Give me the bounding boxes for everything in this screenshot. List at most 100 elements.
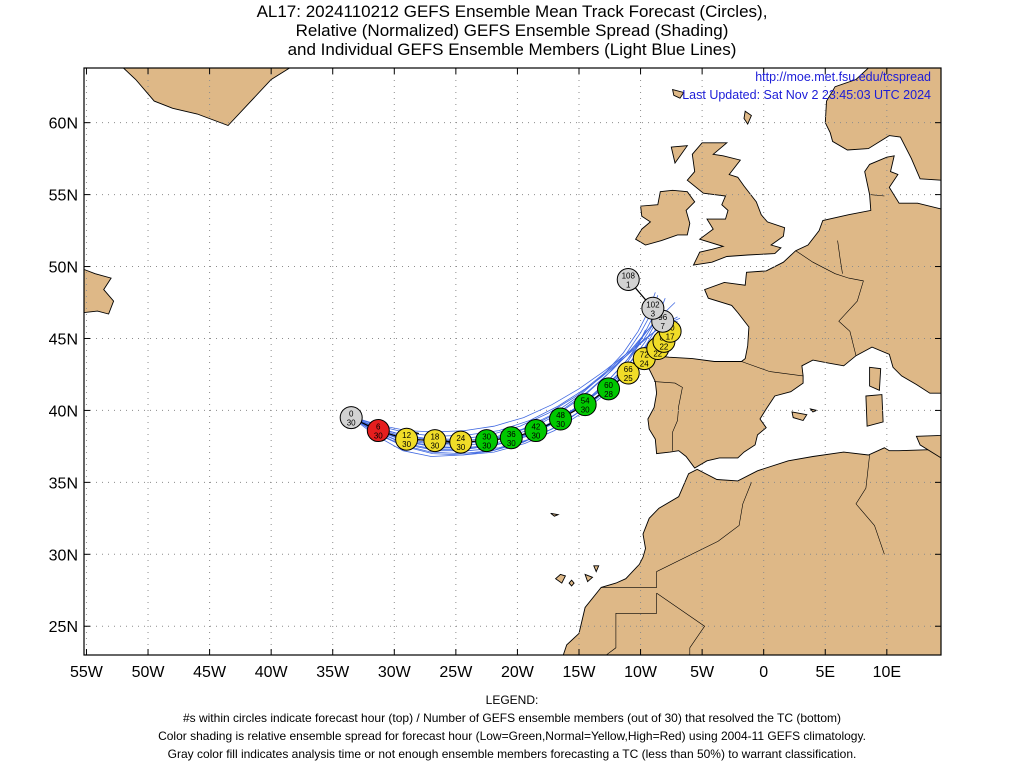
member-count-label: 28 — [604, 390, 613, 399]
forecast-hour-label: 48 — [556, 411, 565, 420]
land-iberia — [646, 155, 941, 469]
graticule — [84, 68, 941, 655]
latitude-label: 60N — [49, 116, 78, 133]
member-count-label: 30 — [402, 440, 411, 449]
longitude-label: 10E — [873, 664, 901, 681]
member-count-label: 7 — [660, 322, 665, 331]
member-count-label: 30 — [581, 406, 590, 415]
forecast-hour-label: 6 — [376, 423, 381, 432]
forecast-hour-label: 102 — [646, 300, 660, 309]
member-count-label: 24 — [640, 360, 649, 369]
forecast-circle-fill — [641, 296, 665, 320]
latitude-labels: 60N 55N 50N 45N 40N 35N 30N 25N — [49, 116, 78, 637]
forecast-hour-label: 0 — [349, 410, 354, 419]
latitude-label: 25N — [49, 619, 78, 636]
forecast-circles: 030 630 1230183024303030363042304830543060… — [339, 267, 682, 454]
country-border — [855, 454, 885, 555]
land-norway — [824, 68, 941, 181]
legend-heading: LEGEND: — [485, 693, 539, 707]
forecast-hour-label: 36 — [507, 430, 516, 439]
chart-title-line-3: and Individual GEFS Ensemble Members (Li… — [287, 40, 737, 59]
forecast-circle: 030 — [339, 406, 363, 430]
forecast-circle: 630 — [366, 419, 390, 443]
member-count-label: 30 — [430, 442, 439, 451]
longitude-label: 10W — [624, 664, 658, 681]
member-count-label: 22 — [653, 350, 662, 359]
longitude-label: 35W — [316, 664, 350, 681]
member-count-label: 30 — [347, 419, 356, 428]
longitude-label: 25W — [439, 664, 473, 681]
forecast-hour-label: 18 — [430, 433, 439, 442]
chart-title-line-2: Relative (Normalized) GEFS Ensemble Spre… — [295, 21, 729, 40]
latitude-label: 35N — [49, 475, 78, 492]
forecast-circle-fill — [549, 407, 573, 431]
longitude-label: 0 — [759, 664, 768, 681]
longitude-label: 5W — [690, 664, 715, 681]
source-link[interactable]: http://moe.met.fsu.edu/tcspread — [755, 70, 931, 84]
longitude-label: 55W — [70, 664, 104, 681]
land-mallorca — [791, 411, 808, 422]
forecast-circle-fill — [616, 361, 640, 385]
member-count-label: 30 — [556, 420, 565, 429]
forecast-hour-label: 72 — [640, 351, 649, 360]
country-border — [795, 250, 864, 356]
forecast-circle-fill — [475, 429, 499, 453]
land-canary1 — [554, 573, 567, 584]
legend-line-3: Gray color fill indicates analysis time … — [167, 747, 857, 761]
forecast-hour-label: 108 — [622, 271, 636, 280]
land-shetland — [743, 110, 752, 126]
longitude-label: 50W — [132, 664, 166, 681]
forecast-circle-fill — [366, 419, 390, 443]
longitude-label: 45W — [193, 664, 227, 681]
forecast-hour-label: 42 — [531, 423, 540, 432]
latitude-label: 40N — [49, 403, 78, 420]
land-canary3 — [584, 573, 594, 583]
land-menorca — [809, 408, 819, 413]
longitude-label: 30W — [378, 664, 412, 681]
longitude-labels: 55W 50W 45W 40W 35W 30W 25W 20W 15W 10W 5W 0 5E 10E — [70, 664, 901, 681]
member-count-label: 17 — [666, 332, 675, 341]
country-border — [601, 482, 752, 588]
chart-title-line-1: AL17: 2024110212 GEFS Ensemble Mean Trac… — [256, 2, 768, 21]
forecast-circle-fill — [499, 426, 523, 450]
country-border — [654, 381, 683, 451]
land-sicily — [915, 434, 941, 459]
axis-ticks — [84, 68, 941, 655]
country-border — [837, 240, 843, 274]
member-count-label: 22 — [659, 342, 668, 351]
longitude-label: 20W — [501, 664, 535, 681]
member-count-label: 25 — [624, 374, 633, 383]
legend-line-2: Color shading is relative ensemble sprea… — [158, 729, 866, 743]
forecast-hour-label: 24 — [456, 434, 465, 443]
member-count-label: 3 — [651, 309, 656, 318]
country-border — [656, 592, 706, 648]
latitude-label: 55N — [49, 188, 78, 205]
longitude-label: 5E — [815, 664, 835, 681]
member-count-label: 30 — [482, 442, 491, 451]
longitude-label: 40W — [255, 664, 289, 681]
country-border — [605, 593, 657, 655]
forecast-circle-fill — [423, 429, 447, 453]
land-greenland — [122, 68, 291, 127]
source-url[interactable]: http://moe.met.fsu.edu/tcspread — [755, 70, 931, 84]
country-border — [741, 361, 804, 377]
forecast-circle-fill — [395, 427, 419, 451]
land-africa — [562, 447, 941, 655]
member-count-label: 30 — [374, 432, 383, 441]
forecast-hour-label: 66 — [624, 365, 633, 374]
forecast-hour-label: 12 — [402, 431, 411, 440]
forecast-hour-label: 30 — [482, 433, 491, 442]
last-updated-text: Last Updated: Sat Nov 2 23:45:03 UTC 202… — [682, 88, 931, 102]
land-hebrides — [670, 145, 689, 165]
forecast-hour-label: 96 — [658, 313, 667, 322]
